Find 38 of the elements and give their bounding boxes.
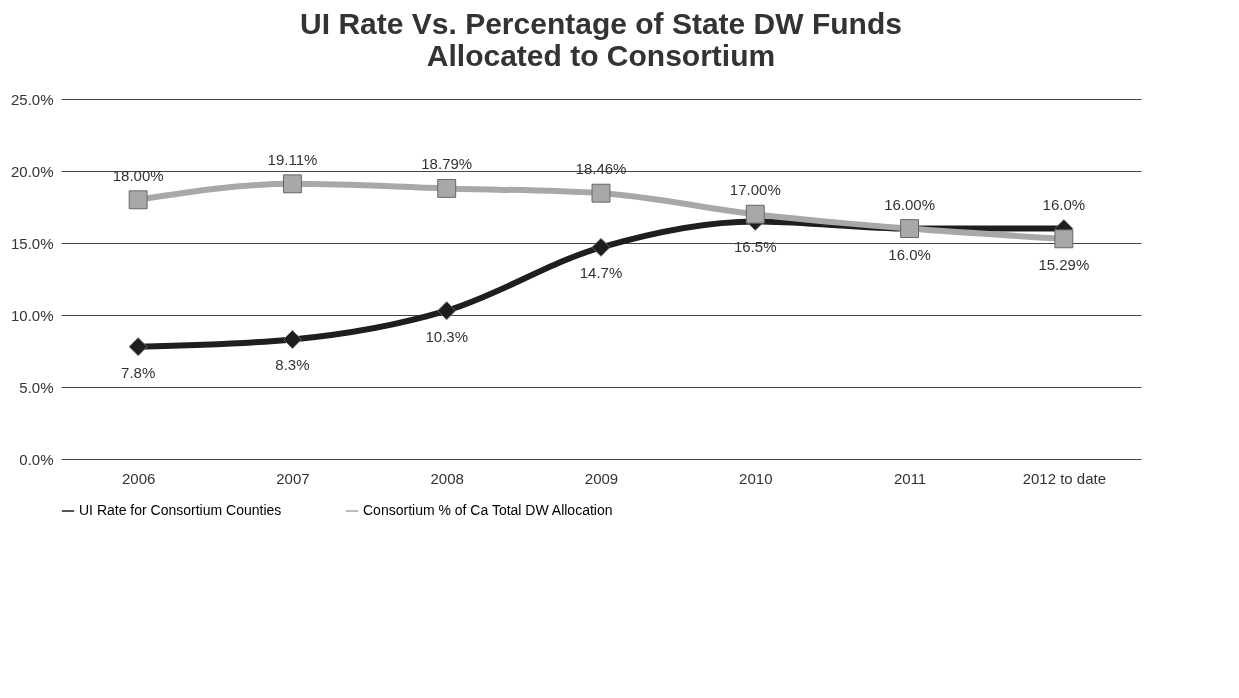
point <box>128 337 148 357</box>
point <box>282 174 302 194</box>
data-label: 16.0% <box>888 245 931 263</box>
legend-label: Consortium % of Ca Total DW Allocation <box>363 502 613 518</box>
x-tick-label: 2006 <box>121 469 156 487</box>
y-tick-label: 25.0% <box>10 90 54 108</box>
x-tick-label: 2008 <box>430 469 464 487</box>
y-tick-label: 15.0% <box>10 234 54 252</box>
y-tick-label: 10.0% <box>10 306 54 324</box>
point <box>745 204 765 224</box>
point <box>437 178 457 198</box>
point <box>591 183 611 203</box>
point <box>437 301 457 321</box>
x-tick-label: 2012 to date <box>1022 469 1107 487</box>
y-tick-label: 5.0% <box>19 378 54 396</box>
data-label: 16.00% <box>884 195 936 213</box>
data-label: 8.3% <box>275 356 310 374</box>
point <box>591 237 611 257</box>
data-label: 10.3% <box>425 327 468 345</box>
x-tick-label: 2009 <box>584 469 619 487</box>
x-tick-label: 2007 <box>276 469 310 487</box>
y-tick-label: 20.0% <box>10 162 54 180</box>
point <box>1054 229 1074 249</box>
x-tick-label: 2010 <box>739 469 773 487</box>
y-tick-label: 0.0% <box>19 450 54 468</box>
data-label: 7.8% <box>121 363 156 381</box>
data-label: 15.29% <box>1038 255 1090 273</box>
legend-label: UI Rate for Consortium Counties <box>79 502 282 518</box>
chart-title: UI Rate Vs. Percentage of State DW Funds Allocated to Consortium <box>300 7 902 72</box>
point <box>128 190 148 210</box>
data-label: 14.7% <box>579 264 623 282</box>
data-label: 18.00% <box>112 166 164 184</box>
data-label: 17.00% <box>729 181 781 199</box>
data-label: 16.0% <box>1042 195 1086 213</box>
data-label: 18.79% <box>421 155 473 173</box>
x-tick-label: 2011 <box>893 469 927 487</box>
point <box>282 330 302 349</box>
data-label: 19.11% <box>267 150 318 168</box>
